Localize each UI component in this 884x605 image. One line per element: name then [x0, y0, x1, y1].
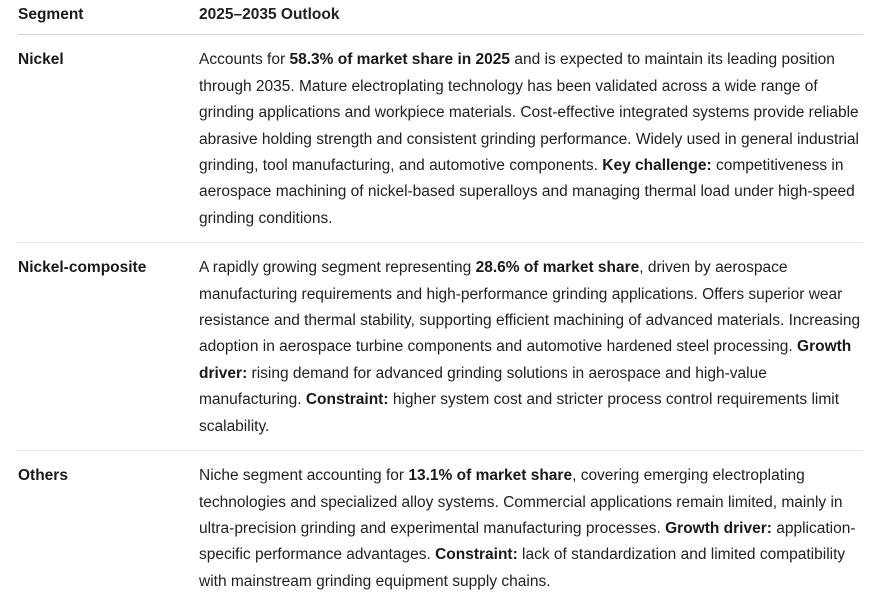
table-header-row: Segment 2025–2035 Outlook	[18, 0, 863, 36]
column-header-outlook: 2025–2035 Outlook	[199, 6, 340, 23]
segment-label-nickel-composite: Nickel-composite	[18, 259, 147, 277]
outlook-text-nickel-composite: A rapidly growing segment representing 2…	[199, 259, 861, 435]
segment-label-others: Others	[18, 467, 68, 485]
table-row: Others Niche segment accounting for 13.1…	[18, 451, 863, 605]
column-header-segment: Segment	[18, 6, 84, 23]
segment-label-nickel: Nickel	[18, 51, 64, 69]
table-row: Nickel Accounts for 58.3% of market shar…	[18, 35, 863, 244]
outlook-text-nickel: Accounts for 58.3% of market share in 20…	[199, 51, 859, 227]
outlook-text-others: Niche segment accounting for 13.1% of ma…	[199, 467, 856, 590]
table-row: Nickel-composite A rapidly growing segme…	[18, 243, 863, 452]
